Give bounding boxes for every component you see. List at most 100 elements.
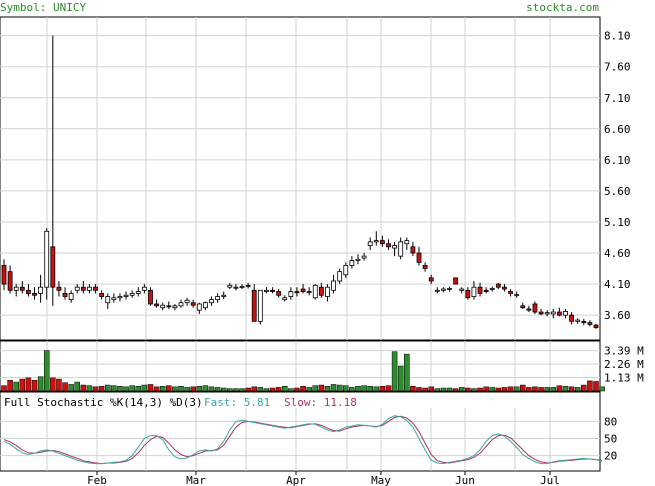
candle-body [50, 246, 56, 288]
volume-tick-label: 3.39 M [604, 345, 644, 358]
candle-body [129, 293, 135, 296]
volume-bar [385, 385, 392, 392]
volume-bar [74, 381, 80, 392]
candle-body [569, 314, 574, 322]
volume-bar [526, 387, 532, 392]
volume-bar [416, 387, 422, 392]
candle-body [245, 284, 251, 287]
volume-panel-frame [0, 340, 601, 392]
volume-bar [452, 388, 459, 392]
volume-bar [141, 384, 148, 392]
candle-body [508, 291, 513, 294]
candle-body [93, 286, 98, 291]
price-panel: 3.60 4.10 4.60 5.10 5.60 6.10 6.60 7.10 7.60 8.10 [0, 16, 631, 341]
candle-body [117, 296, 123, 299]
month-label: Mar [186, 474, 206, 486]
price-tick-label: 6.60 [604, 123, 631, 136]
volume-grid [0, 341, 600, 391]
volume-bar [556, 385, 563, 392]
volume-bar [196, 385, 203, 392]
volume-bar [257, 387, 264, 392]
price-grid [0, 17, 600, 340]
volume-bar [599, 386, 605, 392]
volume-bar [50, 377, 56, 392]
volume-bar [153, 386, 160, 392]
candle-body [288, 291, 294, 297]
candle-body [447, 288, 452, 290]
candle-body [386, 243, 391, 248]
candle-body [251, 289, 257, 322]
volume-bar [135, 385, 142, 392]
candle-body [471, 286, 477, 297]
volume-bar [568, 386, 575, 392]
volume-bar [31, 380, 38, 392]
volume-bar [147, 384, 154, 392]
candle-body [349, 260, 355, 266]
candle-body [135, 291, 141, 294]
candle-body [306, 291, 312, 293]
volume-bar [300, 385, 306, 392]
volume-bar [513, 386, 520, 392]
candle-body [526, 308, 532, 311]
candle-body [361, 255, 367, 259]
volume-bar [227, 388, 233, 392]
site-link[interactable]: stockta.com [526, 1, 599, 14]
volume-bar [428, 386, 434, 392]
volume-bar [37, 376, 44, 392]
volume-bar [574, 387, 581, 392]
candle-body [367, 241, 373, 246]
candle-body [538, 311, 544, 315]
month-label: Feb [87, 474, 107, 486]
volume-bar [507, 386, 514, 392]
candle-body [87, 286, 92, 291]
volume-bar [105, 384, 111, 392]
volume-bar [1, 385, 7, 392]
volume-bar [477, 387, 483, 392]
volume-bar [483, 386, 489, 392]
volume-bar [465, 387, 471, 392]
candle-body [575, 319, 581, 322]
volume-bar [422, 387, 428, 392]
candle-body [166, 305, 172, 308]
volume-axis: 3.39 M2.26 M1.13 M [604, 345, 644, 385]
candle-body [416, 252, 422, 263]
volume-bar [343, 385, 349, 392]
candle-body [465, 289, 471, 299]
volume-bars [1, 350, 605, 392]
volume-bar [129, 385, 135, 392]
stochastic-axis: 80 50 20 [604, 415, 617, 462]
volume-bar [355, 385, 361, 392]
candle-body [318, 286, 324, 296]
candle-body [392, 245, 397, 249]
candle-body [300, 288, 306, 292]
candle-body [257, 289, 263, 322]
volume-bar [43, 350, 50, 392]
stochastic-panel-frame [0, 391, 601, 472]
volume-bar [458, 387, 465, 392]
volume-bar [532, 386, 538, 392]
volume-bar [562, 385, 569, 392]
candle-body [398, 241, 404, 257]
volume-bar [208, 386, 215, 392]
stochastic-tick-label: 50 [604, 433, 617, 446]
candle-body [264, 289, 269, 292]
candle-body [38, 286, 44, 294]
candle-body [221, 294, 227, 297]
volume-bar [239, 388, 245, 392]
volume-bar [245, 387, 251, 392]
candle-body [154, 303, 159, 307]
volume-bar [111, 385, 117, 392]
price-tick-label: 4.10 [604, 278, 631, 291]
volume-bar [446, 387, 453, 392]
candle-body [26, 289, 31, 294]
candle-body [410, 246, 416, 254]
volume-bar [489, 387, 495, 392]
candle-body [19, 286, 25, 291]
volume-bar [379, 385, 386, 392]
price-tick-label: 5.10 [604, 216, 631, 229]
fast-line [3, 415, 603, 465]
volume-bar [233, 388, 239, 392]
volume-bar [440, 387, 447, 392]
month-label: Jul [540, 474, 560, 486]
